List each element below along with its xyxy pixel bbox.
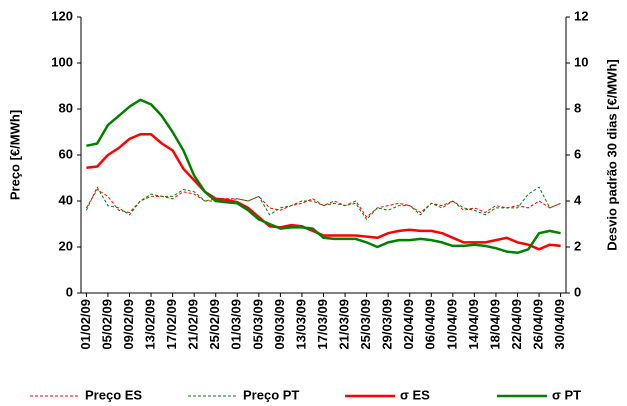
x-tick-label: 26/04/09: [530, 299, 545, 350]
x-tick-label: 13/03/09: [293, 299, 308, 350]
y-tick-label: 80: [59, 100, 73, 115]
x-tick-label: 13/02/09: [142, 299, 157, 350]
x-tick-label: 09/03/09: [272, 299, 287, 350]
x-tick-label: 05/02/09: [99, 299, 114, 350]
series-line: [86, 133, 561, 251]
y2-axis-title: Desvio padrão 30 dias [€/MWh]: [604, 59, 619, 250]
x-tick-label: 17/02/09: [164, 299, 179, 350]
x-tick-label: 22/04/09: [509, 299, 524, 350]
x-tick-label: 30/04/09: [552, 299, 567, 350]
legend-label: Preço PT: [243, 387, 299, 402]
x-tick-label: 09/02/09: [121, 299, 136, 350]
legend-label: σ ES: [400, 387, 430, 402]
x-tick-label: 01/03/09: [229, 299, 244, 350]
y-tick-label: 20: [59, 238, 73, 253]
y2-tick-label: 4: [574, 192, 582, 207]
y-tick-label: 0: [66, 284, 73, 299]
y-axis-title: Preço [€/MWh]: [7, 110, 22, 200]
x-tick-label: 06/04/09: [423, 299, 438, 350]
x-tick-label: 17/03/09: [315, 299, 330, 350]
y-tick-label: 120: [51, 8, 73, 23]
y2-tick-label: 2: [574, 238, 581, 253]
x-tick-label: 25/03/09: [358, 299, 373, 350]
y2-tick-label: 8: [574, 100, 581, 115]
series-line: [85, 186, 561, 220]
series-line: [85, 189, 561, 218]
x-tick-label: 01/02/09: [78, 299, 93, 350]
y-tick-label: 100: [51, 54, 73, 69]
y-tick-label: 60: [59, 146, 73, 161]
y-tick-label: 40: [59, 192, 73, 207]
x-tick-label: 10/04/09: [444, 299, 459, 350]
y2-tick-label: 12: [574, 8, 588, 23]
x-tick-label: 21/02/09: [186, 299, 201, 350]
legend-label: σ PT: [552, 387, 581, 402]
series-line: [86, 98, 561, 255]
x-tick-label: 18/04/09: [487, 299, 502, 350]
y2-tick-label: 6: [574, 146, 581, 161]
x-tick-label: 02/04/09: [401, 299, 416, 350]
x-tick-label: 25/02/09: [207, 299, 222, 350]
x-tick-label: 21/03/09: [336, 299, 351, 350]
legend-label: Preço ES: [85, 387, 142, 402]
x-tick-label: 14/04/09: [466, 299, 481, 350]
y2-tick-label: 0: [574, 284, 581, 299]
x-tick-label: 29/03/09: [380, 299, 395, 350]
x-tick-label: 05/03/09: [250, 299, 265, 350]
y2-tick-label: 10: [574, 54, 588, 69]
